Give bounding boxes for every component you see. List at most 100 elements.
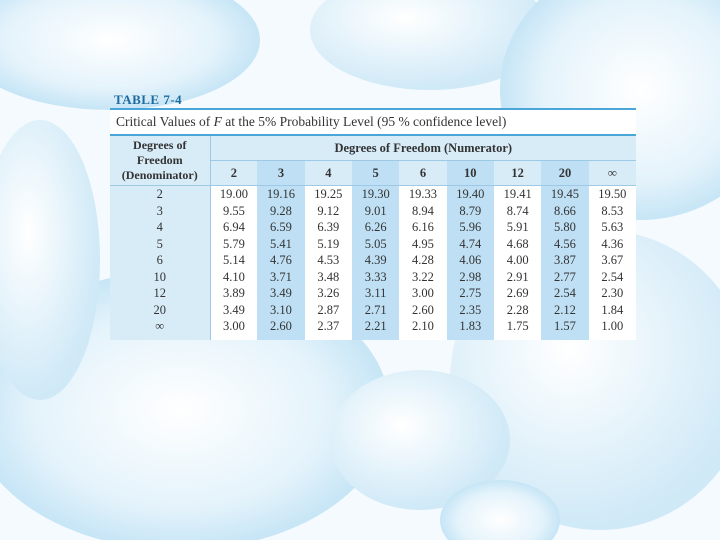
value-cell: 1.84 bbox=[588, 301, 636, 318]
denominator-df-cell: 4 bbox=[110, 219, 211, 236]
value-cell: 4.39 bbox=[351, 252, 400, 269]
value-cell: 19.33 bbox=[399, 186, 447, 203]
value-cell: 4.28 bbox=[399, 252, 447, 269]
value-cell: 6.26 bbox=[351, 219, 400, 236]
value-cell: 19.45 bbox=[541, 186, 589, 203]
value-cell: 3.48 bbox=[304, 268, 352, 285]
denominator-header-line: (Denominator) bbox=[121, 168, 198, 182]
value-cell: 5.79 bbox=[210, 235, 258, 252]
table-row: 2 19.00 19.16 19.25 19.30 19.33 19.40 19.41 19.4… bbox=[110, 186, 636, 203]
value-cell: 5.19 bbox=[304, 235, 352, 252]
column-header: 2 bbox=[210, 160, 258, 186]
value-cell: 2.37 bbox=[304, 318, 352, 335]
value-cell: 4.36 bbox=[588, 235, 636, 252]
column-header-row: 2 3 4 5 6 10 12 20 ∞ bbox=[110, 160, 636, 186]
value-cell: 2.98 bbox=[446, 268, 494, 285]
value-cell: 3.49 bbox=[210, 301, 258, 318]
value-cell: 2.12 bbox=[541, 301, 589, 318]
value-cell: 5.14 bbox=[210, 252, 258, 269]
value-cell: 9.01 bbox=[351, 202, 400, 219]
denominator-df-cell: 6 bbox=[110, 252, 211, 269]
value-cell: 19.50 bbox=[588, 186, 636, 203]
value-cell: 5.80 bbox=[541, 219, 589, 236]
header-separator bbox=[110, 185, 636, 186]
denominator-df-cell: 20 bbox=[110, 301, 211, 318]
value-cell: 2.60 bbox=[399, 301, 447, 318]
table-row: 10 4.10 3.71 3.48 3.33 3.22 2.98 2.91 2.77 2.54 bbox=[110, 268, 636, 285]
table-row: 6 5.14 4.76 4.53 4.39 4.28 4.06 4.00 3.87 3.67 bbox=[110, 252, 636, 269]
table-padding-row bbox=[110, 334, 636, 340]
denominator-df-cell: 3 bbox=[110, 202, 211, 219]
value-cell: 19.30 bbox=[351, 186, 400, 203]
table-row: 20 3.49 3.10 2.87 2.71 2.60 2.35 2.28 2.12 1.84 bbox=[110, 301, 636, 318]
value-cell: 8.53 bbox=[588, 202, 636, 219]
numerator-header: Degrees of Freedom (Numerator) bbox=[210, 136, 636, 161]
value-cell: 1.83 bbox=[446, 318, 494, 335]
value-cell: 3.00 bbox=[399, 285, 447, 302]
value-cell: 8.74 bbox=[493, 202, 542, 219]
value-cell: 3.67 bbox=[588, 252, 636, 269]
denominator-header-line: Degrees of bbox=[133, 138, 187, 152]
value-cell: 3.87 bbox=[541, 252, 589, 269]
denominator-df-cell: 5 bbox=[110, 235, 211, 252]
padding-cell bbox=[541, 334, 589, 340]
value-cell: 5.05 bbox=[351, 235, 400, 252]
column-header: 5 bbox=[351, 160, 400, 186]
value-cell: 19.00 bbox=[210, 186, 258, 203]
value-cell: 3.26 bbox=[304, 285, 352, 302]
value-cell: 2.69 bbox=[493, 285, 542, 302]
value-cell: 4.56 bbox=[541, 235, 589, 252]
value-cell: 2.91 bbox=[493, 268, 542, 285]
padding-cell bbox=[588, 334, 636, 340]
value-cell: 6.59 bbox=[257, 219, 305, 236]
value-cell: 4.95 bbox=[399, 235, 447, 252]
padding-cell bbox=[446, 334, 494, 340]
denominator-df-cell: 10 bbox=[110, 268, 211, 285]
padding-cell bbox=[110, 334, 211, 340]
value-cell: 2.71 bbox=[351, 301, 400, 318]
value-cell: 2.10 bbox=[399, 318, 447, 335]
value-cell: 4.76 bbox=[257, 252, 305, 269]
value-cell: 3.33 bbox=[351, 268, 400, 285]
denominator-df-cell: ∞ bbox=[110, 318, 211, 335]
column-header: 3 bbox=[257, 160, 305, 186]
value-cell: 3.49 bbox=[257, 285, 305, 302]
column-header: 12 bbox=[493, 160, 542, 186]
value-cell: 2.77 bbox=[541, 268, 589, 285]
padding-cell bbox=[304, 334, 352, 340]
value-cell: 6.16 bbox=[399, 219, 447, 236]
value-cell: 2.54 bbox=[541, 285, 589, 302]
f-table: TABLE 7-4 Critical Values of F at the 5%… bbox=[110, 92, 636, 340]
value-cell: 19.40 bbox=[446, 186, 494, 203]
caption-pre: Critical Values of bbox=[116, 114, 214, 129]
value-cell: 8.79 bbox=[446, 202, 494, 219]
value-cell: 19.41 bbox=[493, 186, 542, 203]
denominator-header: Degrees of Freedom (Denominator) bbox=[110, 136, 211, 186]
value-cell: 2.28 bbox=[493, 301, 542, 318]
denominator-header-line: Freedom bbox=[136, 153, 183, 167]
column-header: 6 bbox=[399, 160, 447, 186]
padding-cell bbox=[351, 334, 400, 340]
value-cell: 2.87 bbox=[304, 301, 352, 318]
value-cell: 5.41 bbox=[257, 235, 305, 252]
column-header: 4 bbox=[304, 160, 352, 186]
value-cell: 2.30 bbox=[588, 285, 636, 302]
value-cell: 19.25 bbox=[304, 186, 352, 203]
table-label: TABLE 7-4 bbox=[114, 92, 183, 107]
value-cell: 3.00 bbox=[210, 318, 258, 335]
value-cell: 3.11 bbox=[351, 285, 400, 302]
value-cell: 2.54 bbox=[588, 268, 636, 285]
value-cell: 3.10 bbox=[257, 301, 305, 318]
value-cell: 2.21 bbox=[351, 318, 400, 335]
caption-variable: F bbox=[213, 114, 222, 129]
column-header: ∞ bbox=[588, 160, 636, 186]
padding-cell bbox=[210, 334, 258, 340]
value-cell: 3.71 bbox=[257, 268, 305, 285]
value-cell: 9.28 bbox=[257, 202, 305, 219]
padding-cell bbox=[399, 334, 447, 340]
value-cell: 19.16 bbox=[257, 186, 305, 203]
value-cell: 9.55 bbox=[210, 202, 258, 219]
value-cell: 1.57 bbox=[541, 318, 589, 335]
table-row: 4 6.94 6.59 6.39 6.26 6.16 5.96 5.91 5.80 5.63 bbox=[110, 219, 636, 236]
table-row: 3 9.55 9.28 9.12 9.01 8.94 8.79 8.74 8.66 8.53 bbox=[110, 202, 636, 219]
